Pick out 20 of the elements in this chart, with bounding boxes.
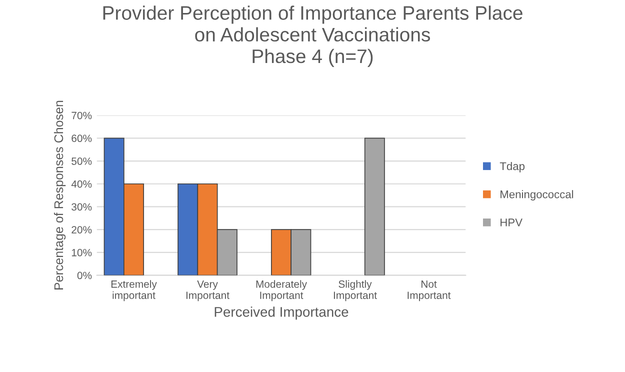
x-tick-label: Slightly Important (334, 280, 377, 302)
y-tick-label: 30% (72, 203, 92, 211)
chart-title: Provider Perception of Importance Parents Place on Adolescent Vaccinations Phase 4 (n=7) (103, 6, 522, 67)
x-axis-title: Perceived Importance (214, 306, 348, 320)
x-tick-label: Very Important (186, 280, 230, 302)
x-tick-label: Moderately Important (256, 280, 307, 302)
bar (364, 138, 385, 276)
y-tick-label: 20% (72, 226, 92, 234)
x-tick-label: Extremely important (111, 280, 157, 302)
legend-label: HPV (500, 218, 522, 226)
y-tick-label: 70% (72, 112, 92, 120)
y-tick-label: 40% (71, 180, 92, 188)
y-tick-label: 10% (72, 248, 92, 256)
y-tick-label: 50% (72, 158, 92, 165)
legend-label: Tdap (500, 162, 525, 172)
x-tick-label: Not Important (408, 280, 451, 302)
y-tick-label: 60% (72, 134, 92, 142)
y-axis-title: Percentage of Responses Chosen (54, 100, 66, 290)
legend-label: Meningococcal (500, 190, 574, 200)
y-tick-label: 0% (77, 272, 92, 280)
